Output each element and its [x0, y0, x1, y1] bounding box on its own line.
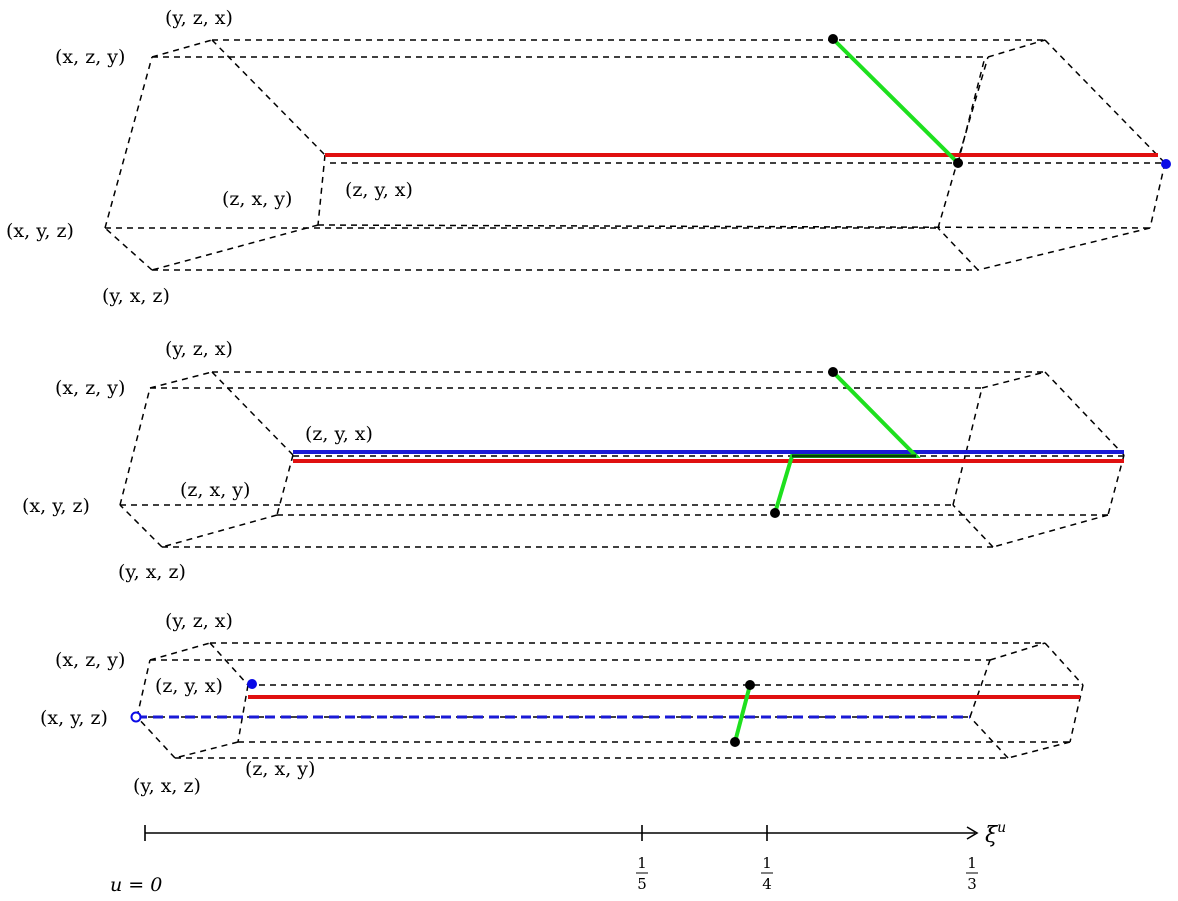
tick-fraction-1-numerator: 1 — [637, 854, 647, 872]
axis-arrowhead — [966, 826, 979, 840]
panel-3-label-xyz: (x, y, z) — [40, 707, 108, 729]
panel-1-green-path — [831, 37, 960, 165]
panel-3-green-path — [733, 684, 752, 743]
panel-2-green-path — [773, 370, 921, 514]
panel-1-blue-point — [1161, 159, 1171, 169]
panel-1-label-yxz: (y, x, z) — [102, 285, 170, 307]
panel-3-label-zyx: (z, y, x) — [155, 675, 223, 697]
tick-fraction-2-denominator: 4 — [762, 875, 772, 893]
panel-3-label-zxy: (z, x, y) — [245, 758, 315, 780]
panel-1-label-yzx: (y, z, x) — [165, 7, 233, 29]
panel-3-label-yzx: (y, z, x) — [165, 610, 233, 632]
panel-2: (y, z, x) (x, z, y) (z, y, x) (z, x, y) … — [22, 338, 1125, 583]
panel-3-label-xzy: (x, z, y) — [55, 649, 125, 671]
tick-fraction-3: 1 3 — [966, 854, 978, 893]
panel-1: (y, z, x) (x, z, y) (z, x, y) (z, y, x) … — [6, 7, 1171, 307]
tick-fraction-3-numerator: 1 — [967, 854, 977, 872]
panel-3-blue-point — [247, 679, 257, 689]
panel-3-point-bottom — [730, 737, 740, 747]
panel-2-edges — [119, 371, 1125, 548]
panel-1-point-top — [828, 34, 838, 44]
tick-fraction-1-denominator: 5 — [637, 875, 647, 893]
xi-axis: ξu u = 0 1 5 1 4 1 3 — [110, 820, 1006, 896]
panel-1-label-xyz: (x, y, z) — [6, 220, 74, 242]
tick-fraction-2-numerator: 1 — [762, 854, 772, 872]
panel-1-label-xzy: (x, z, y) — [55, 46, 125, 68]
panel-3: (y, z, x) (x, z, y) (z, y, x) (x, y, z) … — [40, 610, 1084, 797]
axis-label: ξu — [985, 820, 1006, 848]
panel-1-label-zxy: (z, x, y) — [222, 188, 292, 210]
panel-3-open-point — [130, 711, 142, 723]
panel-1-label-zyx: (z, y, x) — [345, 179, 413, 201]
tick-fraction-1: 1 5 — [636, 854, 648, 893]
panel-1-point-mid — [953, 158, 963, 168]
panel-1-edges — [104, 39, 1166, 271]
panel-2-label-xyz: (x, y, z) — [22, 495, 90, 517]
panel-3-point-top — [745, 680, 755, 690]
tick-fraction-2: 1 4 — [761, 854, 773, 893]
tick-fraction-3-denominator: 3 — [967, 875, 977, 893]
panel-2-label-xzy: (x, z, y) — [55, 377, 125, 399]
panel-3-label-yxz: (y, x, z) — [133, 775, 201, 797]
panel-2-label-yzx: (y, z, x) — [165, 338, 233, 360]
axis-label-main: ξ — [985, 823, 999, 848]
panel-2-label-zxy: (z, x, y) — [180, 479, 250, 501]
panel-2-point-bottom — [770, 508, 780, 518]
panel-2-point-top — [828, 367, 838, 377]
panel-2-label-yxz: (y, x, z) — [118, 561, 186, 583]
axis-origin-label: u = 0 — [110, 874, 162, 896]
panel-3-edges — [136, 642, 1084, 759]
panel-2-label-zyx: (z, y, x) — [305, 423, 373, 445]
axis-label-superscript: u — [997, 820, 1006, 836]
